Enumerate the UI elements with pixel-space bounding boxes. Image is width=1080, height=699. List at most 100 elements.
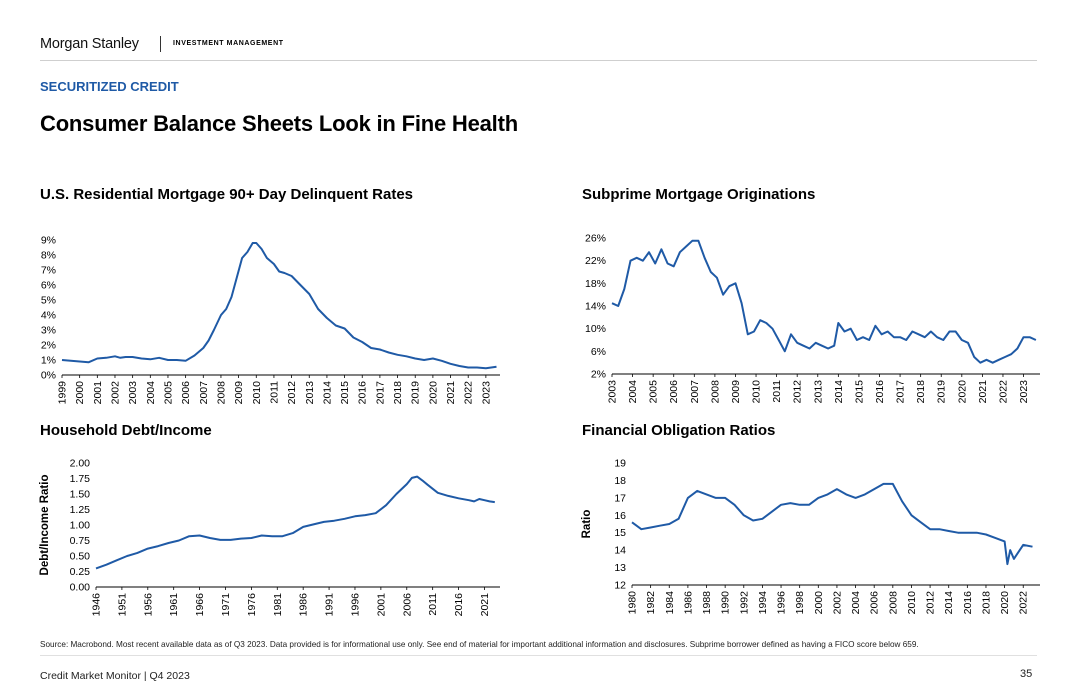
y-tick-label: 0.75 xyxy=(70,535,91,547)
x-tick-label: 2015 xyxy=(339,381,351,405)
y-tick-label: 0.25 xyxy=(70,566,91,578)
x-tick-label: 2010 xyxy=(906,591,918,615)
x-tick-label: 1988 xyxy=(701,591,713,615)
y-tick-label: 9% xyxy=(41,235,56,247)
x-tick-label: 2000 xyxy=(813,591,825,615)
series-line xyxy=(61,242,497,370)
x-tick-label: 2016 xyxy=(357,381,369,405)
footer-label: Credit Market Monitor | Q4 2023 xyxy=(40,670,190,682)
x-tick-label: 2008 xyxy=(709,380,721,404)
x-tick-label: 2004 xyxy=(850,591,862,615)
x-tick-label: 2022 xyxy=(997,380,1009,404)
x-tick-label: 1996 xyxy=(776,591,788,615)
y-tick-label: 12 xyxy=(614,580,626,592)
x-tick-label: 1956 xyxy=(142,593,154,617)
y-tick-label: 10% xyxy=(585,323,606,335)
x-tick-label: 1986 xyxy=(298,593,310,617)
section-label: SECURITIZED CREDIT xyxy=(40,79,179,94)
y-tick-label: 18% xyxy=(585,278,606,290)
series-line xyxy=(611,239,1037,364)
y-tick-label: 0.50 xyxy=(70,551,91,563)
x-tick-label: 2004 xyxy=(627,380,639,404)
x-tick-label: 2012 xyxy=(286,381,298,405)
x-tick-label: 1946 xyxy=(91,593,103,617)
y-tick-label: 1.25 xyxy=(70,504,91,516)
x-tick-label: 2014 xyxy=(321,381,333,405)
x-tick-label: 2007 xyxy=(198,381,210,405)
y-tick-label: 1.00 xyxy=(70,520,91,532)
y-tick-label: 15 xyxy=(614,527,626,539)
x-tick-label: 2022 xyxy=(463,381,475,405)
x-tick-label: 1982 xyxy=(645,591,657,615)
x-tick-label: 2002 xyxy=(831,591,843,615)
x-tick-label: 2006 xyxy=(401,593,413,617)
x-tick-label: 2018 xyxy=(980,591,992,615)
chart-title-obligation: Financial Obligation Ratios xyxy=(582,422,776,439)
x-tick-label: 2010 xyxy=(751,380,763,404)
y-tick-label: 0.00 xyxy=(70,582,91,594)
y-tick-label: 2.00 xyxy=(70,458,91,470)
x-tick-label: 1990 xyxy=(720,591,732,615)
x-tick-label: 2015 xyxy=(853,380,865,404)
x-tick-label: 1966 xyxy=(194,593,206,617)
y-tick-label: 6% xyxy=(41,280,56,292)
x-tick-label: 2021 xyxy=(479,593,491,617)
x-tick-label: 1984 xyxy=(664,591,676,615)
y-tick-label: 5% xyxy=(41,295,56,307)
y-tick-label: 22% xyxy=(585,255,606,267)
x-tick-label: 2011 xyxy=(427,593,439,616)
x-tick-label: 2000 xyxy=(74,381,86,405)
x-tick-label: 2006 xyxy=(668,380,680,404)
brand-logo-text: Morgan Stanley xyxy=(40,36,139,52)
x-tick-label: 1999 xyxy=(57,381,69,405)
x-tick-label: 2003 xyxy=(607,380,619,404)
x-tick-label: 2001 xyxy=(92,381,104,405)
y-tick-label: 17 xyxy=(614,492,626,504)
x-tick-label: 2004 xyxy=(145,381,157,405)
x-tick-label: 2001 xyxy=(375,593,387,617)
x-tick-label: 1991 xyxy=(324,593,336,617)
y-tick-label: 26% xyxy=(585,233,606,245)
x-tick-label: 2006 xyxy=(869,591,881,615)
x-tick-label: 2014 xyxy=(943,591,955,615)
x-tick-label: 2020 xyxy=(427,381,439,405)
y-tick-label: 19 xyxy=(614,458,626,470)
x-tick-label: 1992 xyxy=(738,591,750,615)
x-tick-label: 2011 xyxy=(268,381,280,404)
y-tick-label: 16 xyxy=(614,510,626,522)
y-tick-label: 7% xyxy=(41,265,56,277)
x-tick-label: 2005 xyxy=(162,381,174,405)
page-number: 35 xyxy=(1020,668,1033,680)
x-tick-label: 1994 xyxy=(757,591,769,615)
x-tick-label: 2013 xyxy=(304,381,316,405)
x-tick-label: 2009 xyxy=(730,380,742,404)
x-tick-label: 2009 xyxy=(233,381,245,405)
footer-divider xyxy=(40,655,1037,656)
page-title: Consumer Balance Sheets Look in Fine Hea… xyxy=(40,111,518,136)
x-tick-label: 2006 xyxy=(180,381,192,405)
y-tick-label: 8% xyxy=(41,250,56,262)
y-tick-label: 1% xyxy=(41,355,56,367)
x-tick-label: 1996 xyxy=(349,593,361,617)
y-tick-label: 1.75 xyxy=(70,473,91,485)
x-tick-label: 1981 xyxy=(272,593,284,617)
x-tick-label: 2017 xyxy=(895,380,907,404)
x-tick-label: 2014 xyxy=(833,380,845,404)
x-tick-label: 2016 xyxy=(453,593,465,617)
x-tick-label: 1998 xyxy=(794,591,806,615)
y-tick-label: 6% xyxy=(591,346,606,358)
y-tick-label: 2% xyxy=(41,340,56,352)
x-tick-label: 2018 xyxy=(392,381,404,405)
chart-title-delinquency: U.S. Residential Mortgage 90+ Day Delinq… xyxy=(40,186,414,203)
x-tick-label: 2022 xyxy=(1018,591,1030,615)
y-tick-label: 18 xyxy=(614,475,626,487)
x-tick-label: 1971 xyxy=(220,593,232,617)
x-tick-label: 2018 xyxy=(915,380,927,404)
x-tick-label: 2016 xyxy=(962,591,974,615)
y-tick-label: 3% xyxy=(41,325,56,337)
brand-divider xyxy=(160,36,161,52)
